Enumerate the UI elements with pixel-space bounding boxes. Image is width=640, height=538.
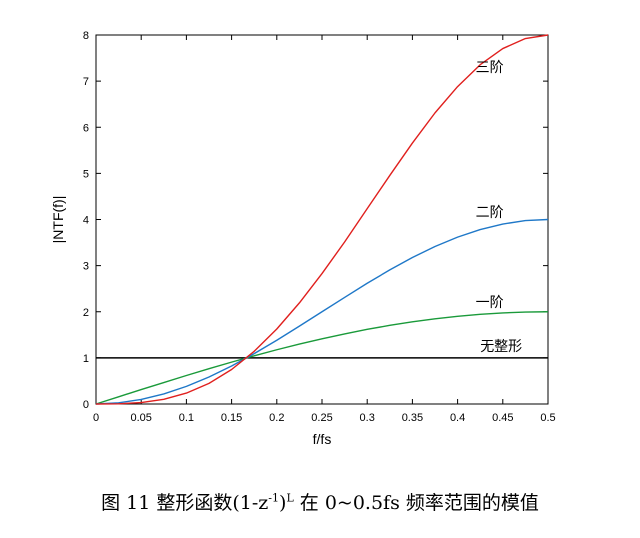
x-tick-label: 0.25 <box>311 412 332 424</box>
caption-suffix: 在 0~0.5fs 频率范围的模值 <box>293 492 539 514</box>
y-tick-label: 7 <box>83 76 89 88</box>
caption-prefix: 图 11 整形函数(1-z <box>101 492 269 514</box>
series-line <box>95 218 549 405</box>
x-tick-label: 0.2 <box>269 412 284 424</box>
series-lines <box>95 34 549 405</box>
x-tick-label: 0 <box>93 412 99 424</box>
y-tick-label: 8 <box>83 30 89 42</box>
x-tick-label: 0.5 <box>540 412 555 424</box>
x-tick-label: 0.15 <box>221 412 242 424</box>
caption-sup-exponent: -1 <box>268 491 280 505</box>
series-line <box>95 311 549 405</box>
series-label: 二阶 <box>476 205 504 221</box>
series-label: 三阶 <box>476 60 504 76</box>
caption-sup-order: L <box>286 491 294 505</box>
figure-caption: 图 11 整形函数(1-z-1)L 在 0~0.5fs 频率范围的模值 <box>0 488 640 515</box>
x-tick-label: 0.45 <box>492 412 513 424</box>
axis-ticks <box>95 34 549 405</box>
series-labels: 无整形 一阶 二阶 三阶 <box>476 60 523 355</box>
x-tick-label: 0.3 <box>360 412 375 424</box>
caption-mid: ) <box>279 492 287 514</box>
x-tick-label: 0.35 <box>402 412 423 424</box>
axis-tick-labels: 0 0.05 0.1 0.15 0.2 0.25 0.3 0.35 0.4 0.45 0.5 0 1 2 3… <box>83 30 556 424</box>
y-tick-label: 4 <box>83 215 89 227</box>
y-tick-label: 5 <box>83 168 89 180</box>
x-tick-label: 0.1 <box>179 412 194 424</box>
y-tick-label: 6 <box>83 122 89 134</box>
chart: 0 0.05 0.1 0.15 0.2 0.25 0.3 0.35 0.4 0.45 0.5 0 1 2 3… <box>50 30 556 447</box>
series-label: 无整形 <box>480 339 522 355</box>
x-axis-label: f/fs <box>313 431 332 447</box>
y-tick-label: 2 <box>83 307 89 319</box>
y-axis-label: |NTF(f)| <box>50 196 66 244</box>
series-label: 一阶 <box>476 295 504 311</box>
y-tick-label: 1 <box>83 353 89 365</box>
x-tick-label: 0.05 <box>130 412 151 424</box>
y-tick-label: 3 <box>83 261 89 273</box>
series-line <box>95 34 549 405</box>
x-tick-label: 0.4 <box>450 412 465 424</box>
y-tick-label: 0 <box>83 399 89 411</box>
